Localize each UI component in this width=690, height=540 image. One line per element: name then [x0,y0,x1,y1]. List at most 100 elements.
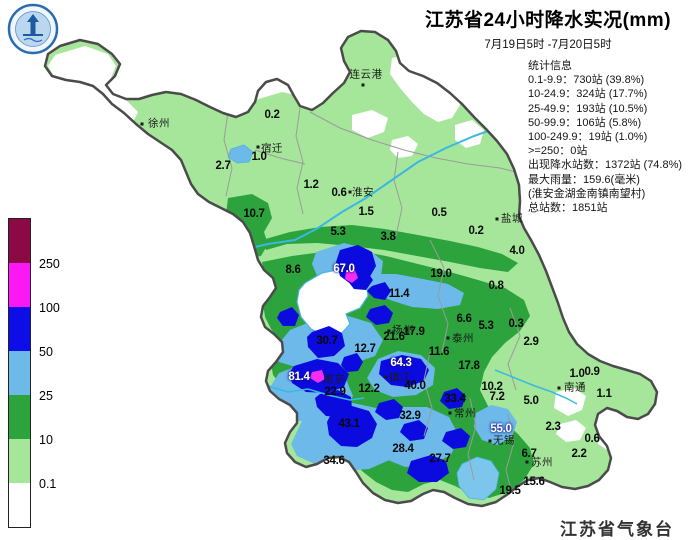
rain-value: 40.0 [404,380,426,392]
rain-value: 27.7 [429,453,451,465]
rain-value: 33.4 [444,393,466,405]
rain-value: 21.6 [383,331,405,343]
city-label: 扬州 [392,324,414,337]
city-dot [557,386,561,390]
rain-value: 34.6 [323,455,345,467]
stats-line: 0.1-9.9：730站 (39.8%) [528,74,645,87]
legend-cell: 10 [9,395,53,447]
stats-line: 出现降水站数：1372站 (74.8%) [528,159,683,172]
rain-value: 43.1 [338,418,360,430]
city-dot [384,375,388,379]
legend-label: 50 [39,345,53,359]
jiangsu-meteorology-logo [6,2,60,56]
rain-value: 1.5 [358,206,374,218]
map-header: 江苏省24小时降水实况(mm) 7月19日5时 -7月20日5时 [408,5,688,52]
river-lines [241,125,578,405]
rain-value: 3.8 [380,231,396,243]
city-dot [140,122,144,126]
rain-value: 2.3 [545,421,561,433]
rain-value: 2.7 [215,160,231,172]
stats-lines: 0.1-9.9：730站 (39.8%) 10-24.9：324站 (17.7%)… [528,73,690,215]
rain-value: 17.8 [458,360,480,372]
rain-value: 10.2 [481,381,503,393]
rain-value: 17.9 [403,326,425,338]
rain-value: 10.7 [243,208,265,220]
stats-panel: 统计信息 0.1-9.9：730站 (39.8%) 10-24.9：324站 (1… [528,59,690,215]
rain-value: 5.3 [478,320,494,332]
legend-label: 25 [39,389,53,403]
city-label: 淮安 [352,186,374,199]
city-dot [387,329,391,333]
rain-value: 4.0 [509,245,525,257]
city-label: 无锡 [493,434,515,447]
rain-value: 7.2 [489,391,505,403]
city-label: 宿迁 [261,142,283,155]
rain-value: 11.6 [428,346,450,358]
city-label: 南京 [323,373,345,386]
city-dot [525,460,529,464]
city-label: 盐城 [501,212,523,225]
rain-value: 1.0 [251,151,267,163]
city-label: 泰州 [452,332,474,345]
luoma-lake [227,144,254,164]
credit-text: 江苏省气象台 [560,520,674,539]
city-label: 徐州 [148,117,170,130]
rain-value: 30.7 [316,335,338,347]
legend-label: 250 [39,257,60,271]
rain-value: 64.3 [390,357,412,369]
rain-100-250-spots [310,270,358,383]
rain-value: 0.2 [468,225,484,237]
city-dot [256,145,260,149]
rain-value: 19.5 [499,485,521,497]
rain-value: 0.3 [508,318,524,330]
rain-value: 0.2 [264,109,280,121]
rain-value: 0.6 [331,187,347,199]
city-dot [361,83,365,87]
rain-value: 5.0 [523,395,539,407]
legend-cell: 50 [9,307,53,359]
stats-line: 100-249.9：19站 (1.0%) [528,131,648,144]
rain-value: 8.6 [285,264,301,276]
rain-value: 19.0 [430,268,452,280]
legend-cell [9,483,30,527]
stats-line: 10-24.9：324站 (17.7%) [528,88,648,101]
color-legend: 250 100 50 25 10 0.1 [8,218,60,528]
legend-label: 100 [39,301,60,315]
rain-value: 28.4 [392,443,414,455]
rain-value: 15.6 [523,476,545,488]
rain-value: 1.2 [303,179,319,191]
rain-value: 2.2 [571,448,587,460]
city-dot [446,336,450,340]
rain-value: 1.0 [569,368,585,380]
rain-value: 1.1 [596,388,612,400]
stats-line: >=250：0站 [528,145,588,158]
legend-label: 10 [39,433,53,447]
city-label: 镇江 [389,371,411,384]
city-label: 常州 [454,407,476,420]
logo-emblem [7,3,59,55]
legend-cell: 0.1 [9,439,56,491]
stats-line: (淮安金湖金南镇南望村) [528,187,646,200]
rain-50-100-blobs [277,245,470,482]
rain-value: 0.9 [584,366,600,378]
stats-line: 25-49.9：193站 (10.5%) [528,102,648,115]
rain-value: 11.4 [388,288,410,300]
rain-value: 0.8 [488,280,504,292]
stats-line: 最大雨量：159.6(毫米) [528,173,640,186]
legend-cell: 25 [9,351,53,403]
rain-value: 12.7 [354,343,376,355]
rain-value: 2.9 [523,336,539,348]
city-dot [495,217,499,221]
city-label: 苏州 [531,456,553,469]
rain-value: 6.6 [456,313,472,325]
rain-value: 67.0 [333,263,355,275]
rain-value: 32.9 [399,410,421,422]
legend-cell: 250 [9,219,60,271]
legend-label: 0.1 [39,477,57,491]
rain-value: 12.2 [358,383,380,395]
city-dot [448,411,452,415]
rain-value: 0.6 [584,433,600,445]
page-title: 江苏省24小时降水实况(mm) [424,10,672,31]
